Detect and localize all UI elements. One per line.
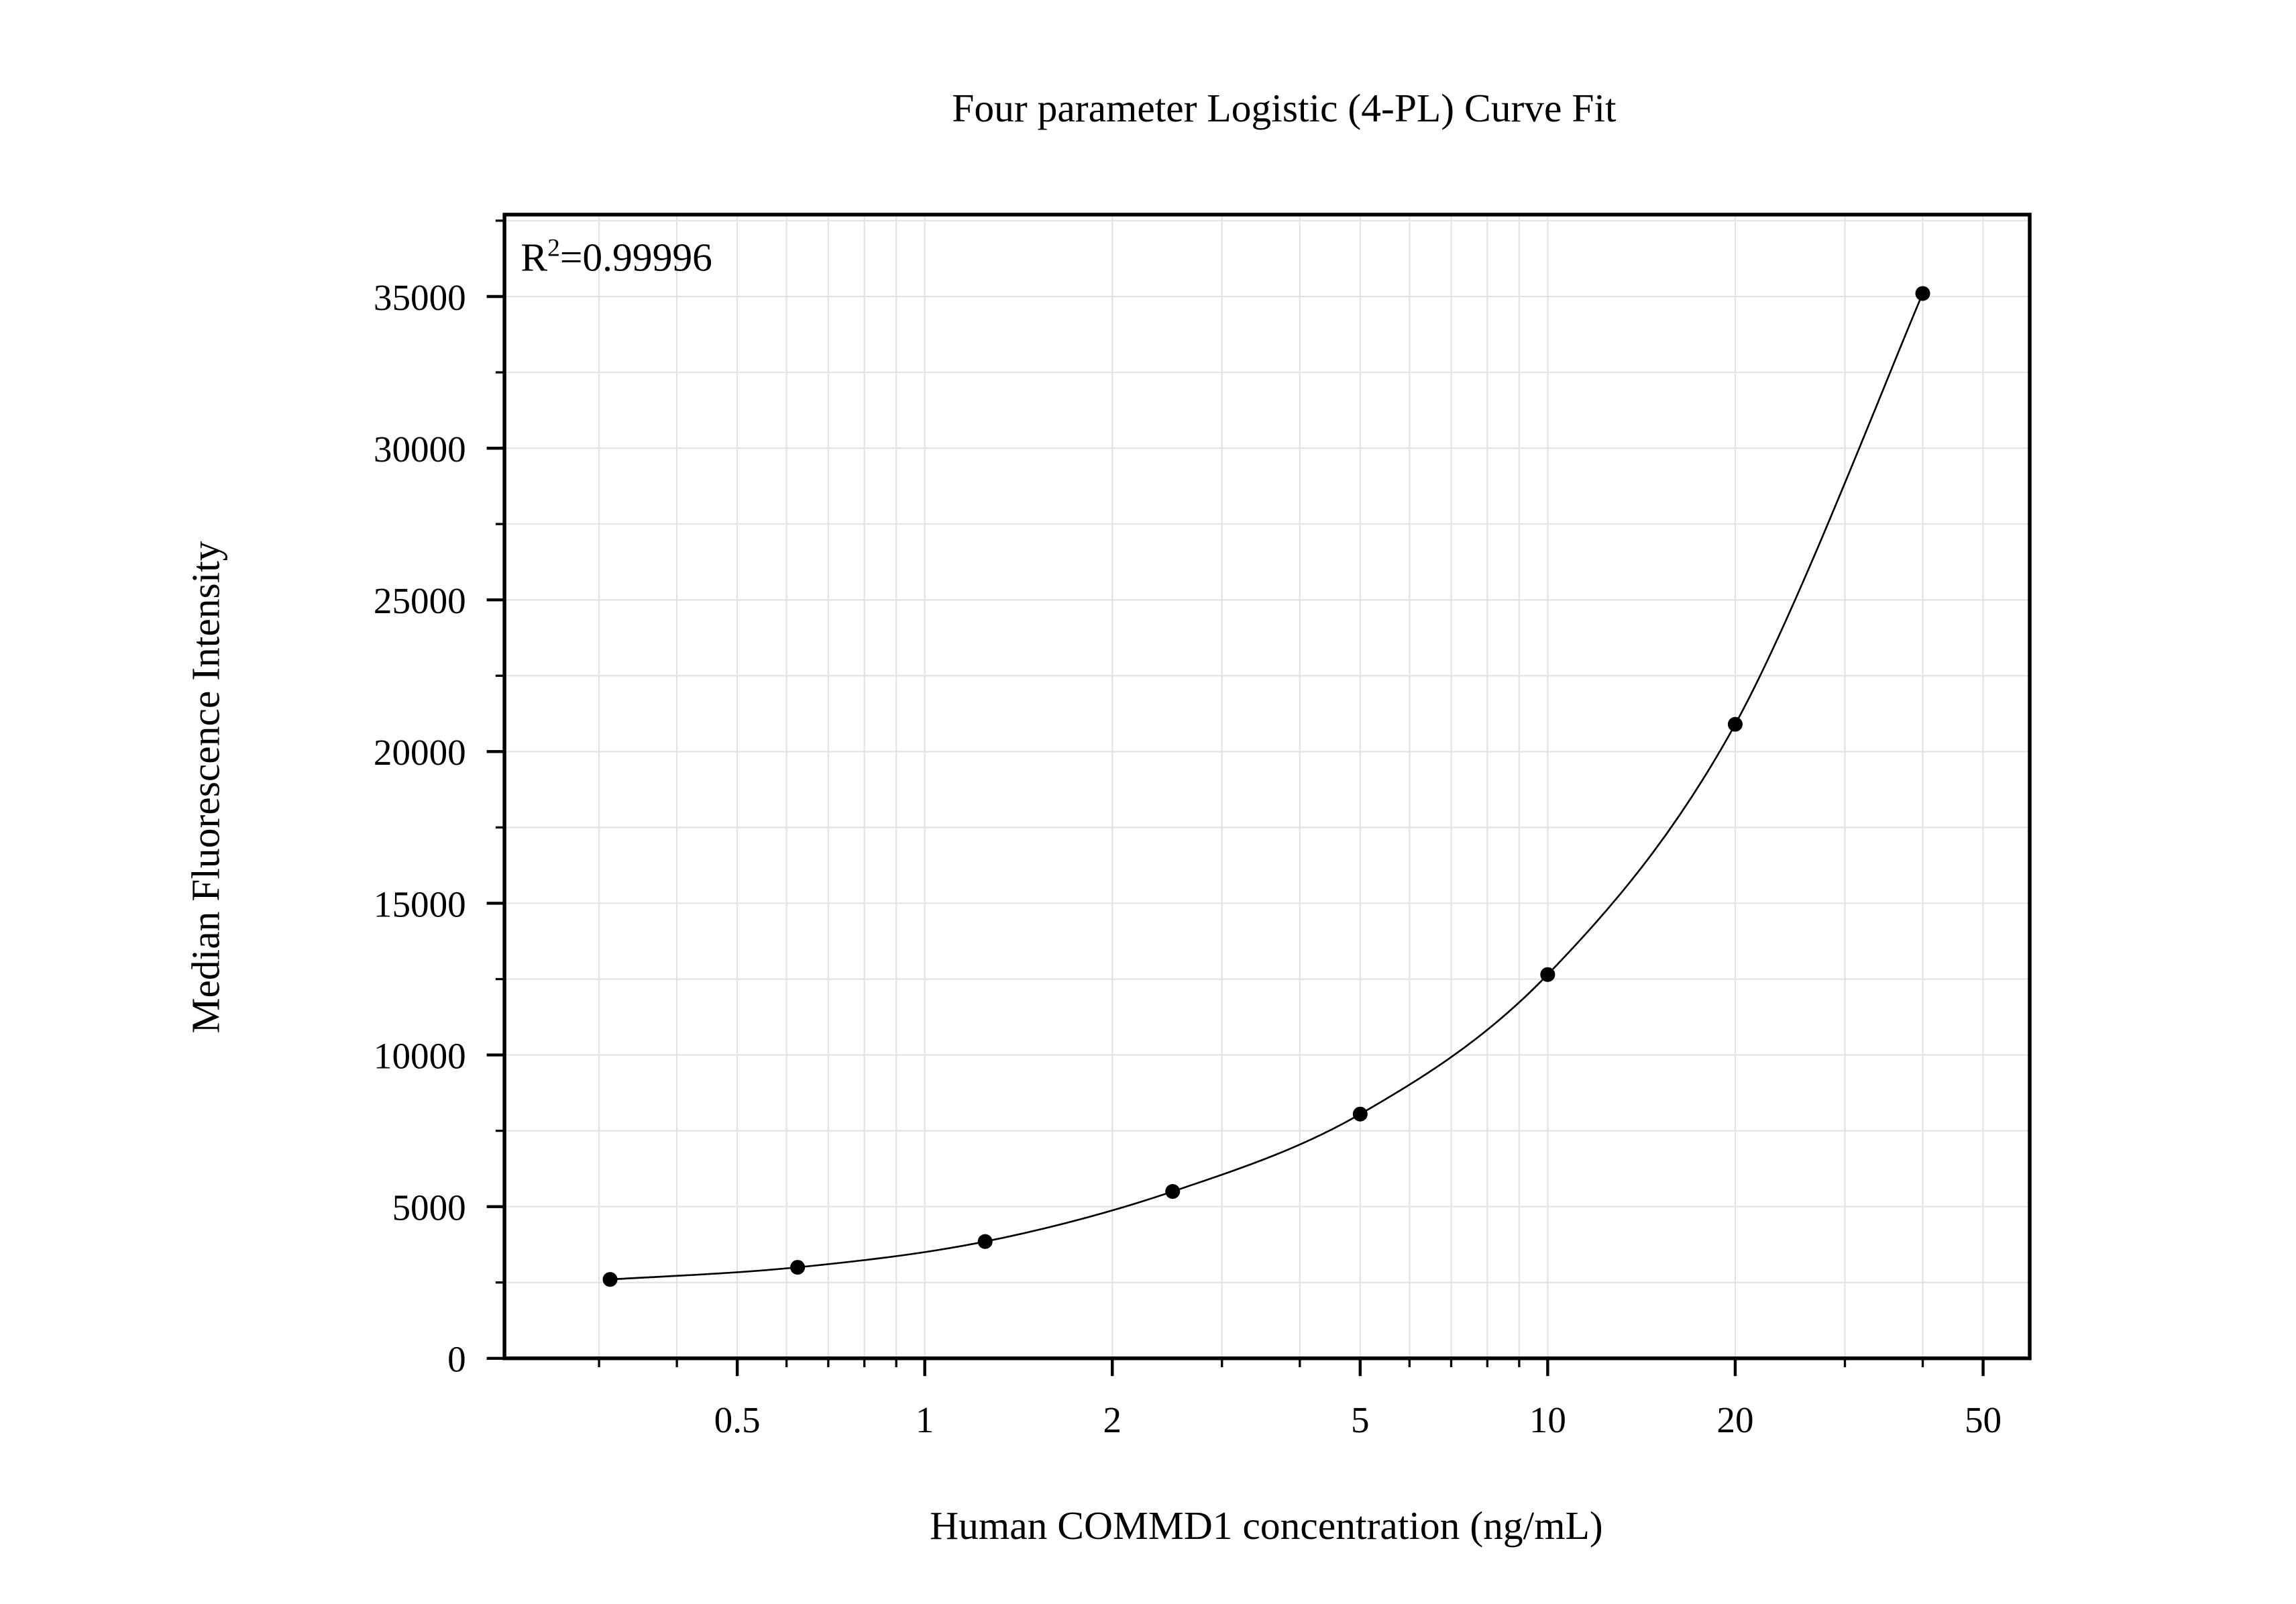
data-point <box>1540 967 1555 982</box>
y-tick-label: 10000 <box>374 1035 466 1076</box>
y-tick-label: 15000 <box>374 884 466 924</box>
y-tick-label: 35000 <box>374 277 466 318</box>
grid <box>504 214 2030 1359</box>
x-axis-label: Human COMMD1 concentration (ng/mL) <box>930 1503 1603 1548</box>
x-tick-label: 0.5 <box>714 1399 761 1440</box>
x-tick-label: 20 <box>1716 1399 1753 1440</box>
x-tick-label: 5 <box>1351 1399 1370 1440</box>
plot-frame <box>502 213 2032 1360</box>
y-axis-label: Median Fluorescence Intensity <box>183 541 227 1033</box>
x-tick-label: 10 <box>1529 1399 1566 1440</box>
x-tick-label: 2 <box>1103 1399 1122 1440</box>
plot <box>602 286 1930 1287</box>
data-point <box>1915 286 1930 301</box>
y-tick-label: 5000 <box>392 1187 466 1228</box>
x-tick-label: 1 <box>916 1399 934 1440</box>
data-point <box>1165 1184 1181 1199</box>
annotation-text: =0.99996 <box>560 235 712 280</box>
data-point <box>977 1234 993 1249</box>
y-tick-label: 20000 <box>374 732 466 773</box>
data-point <box>1352 1106 1368 1122</box>
data-point <box>790 1260 806 1275</box>
y-tick-label: 0 <box>447 1339 466 1380</box>
chart-title: Four parameter Logistic (4-PL) Curve Fit <box>952 86 1617 130</box>
data-point <box>602 1272 618 1287</box>
annotation: R2=0.99996 <box>521 235 712 280</box>
y-tick-label: 25000 <box>374 580 466 621</box>
annotation-sup: 2 <box>547 235 560 262</box>
fit-curve <box>610 292 1924 1281</box>
annotation-base: R <box>521 235 547 280</box>
x-tick-label: 50 <box>1965 1399 2002 1440</box>
y-tick-label: 30000 <box>374 429 466 470</box>
data-point <box>1727 716 1743 732</box>
